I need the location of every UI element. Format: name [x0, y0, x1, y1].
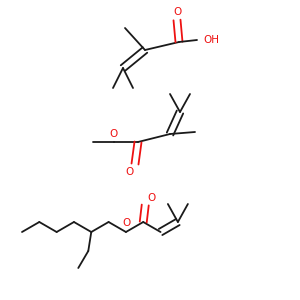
Text: O: O	[123, 218, 131, 228]
Text: O: O	[147, 193, 155, 203]
Text: O: O	[126, 167, 134, 177]
Text: O: O	[110, 129, 118, 139]
Text: O: O	[173, 7, 181, 17]
Text: OH: OH	[203, 35, 219, 45]
